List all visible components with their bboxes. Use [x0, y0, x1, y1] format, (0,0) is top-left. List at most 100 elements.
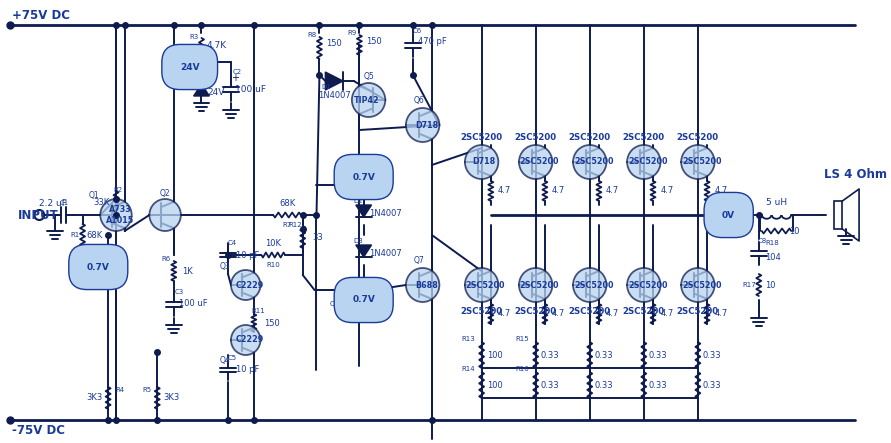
Text: C3: C3 [175, 289, 184, 295]
Circle shape [231, 325, 260, 355]
Text: R18: R18 [765, 240, 780, 246]
Polygon shape [356, 205, 372, 217]
Text: 10: 10 [789, 226, 799, 236]
Text: Q2: Q2 [159, 189, 170, 198]
Text: 2SC5200: 2SC5200 [515, 133, 557, 143]
Text: R10: R10 [266, 262, 280, 268]
Text: R6: R6 [161, 256, 170, 262]
Text: Q6: Q6 [413, 96, 424, 105]
Text: 2SC5200: 2SC5200 [461, 133, 503, 143]
Text: R15: R15 [515, 336, 528, 342]
Text: 4.7K: 4.7K [206, 40, 226, 50]
Text: 0V: 0V [722, 210, 735, 219]
Text: 2SC5200: 2SC5200 [677, 307, 719, 315]
Text: 0.33: 0.33 [702, 381, 721, 389]
Text: 5 uH: 5 uH [766, 198, 787, 206]
Text: D718: D718 [472, 158, 495, 167]
Circle shape [352, 83, 385, 117]
Text: R16: R16 [515, 366, 528, 372]
Text: D3: D3 [353, 238, 363, 244]
Text: 0.33: 0.33 [649, 350, 666, 360]
Text: 470 pF: 470 pF [418, 36, 447, 46]
Text: R14: R14 [461, 366, 475, 372]
Text: R13: R13 [461, 336, 475, 342]
Circle shape [150, 199, 181, 231]
Text: R9: R9 [347, 30, 356, 36]
Text: INPUT: INPUT [18, 209, 59, 222]
Text: C2: C2 [233, 69, 241, 75]
Text: 0.7V: 0.7V [352, 172, 375, 182]
Text: 2SC5200: 2SC5200 [568, 133, 611, 143]
Circle shape [573, 145, 607, 179]
Text: 2SC5200: 2SC5200 [466, 280, 505, 289]
Text: 2SC5200: 2SC5200 [628, 158, 667, 167]
Text: 24V: 24V [208, 88, 225, 97]
Text: 33: 33 [312, 233, 323, 241]
Text: C5: C5 [227, 355, 236, 361]
Text: 100 uF: 100 uF [179, 299, 208, 308]
Text: 100: 100 [487, 350, 503, 360]
Text: 10K: 10K [266, 238, 282, 248]
Text: 68K: 68K [279, 198, 295, 207]
Polygon shape [193, 84, 209, 96]
Text: +: + [231, 73, 239, 83]
Text: 10 pF: 10 pF [236, 250, 259, 260]
Text: R3: R3 [189, 34, 199, 40]
Text: Q1: Q1 [89, 190, 100, 199]
Circle shape [465, 268, 498, 302]
Text: 0.7V: 0.7V [352, 295, 375, 304]
Text: 10 pF: 10 pF [236, 365, 259, 374]
Text: 2SC5200: 2SC5200 [682, 158, 722, 167]
Text: C7: C7 [330, 301, 339, 307]
Text: 2SC5200: 2SC5200 [519, 280, 560, 289]
Circle shape [465, 145, 498, 179]
Text: 150: 150 [366, 36, 382, 46]
Text: R2: R2 [113, 187, 122, 193]
Text: C2229: C2229 [235, 335, 264, 345]
Text: Q7: Q7 [413, 256, 424, 264]
Text: 470 pF: 470 pF [339, 299, 368, 308]
Circle shape [101, 199, 132, 231]
Text: 2SC5200: 2SC5200 [682, 280, 722, 289]
Text: 100 uF: 100 uF [235, 85, 266, 93]
Text: 2SC5200: 2SC5200 [574, 280, 613, 289]
Text: 33K: 33K [94, 198, 110, 206]
Text: 2.2 uF: 2.2 uF [39, 198, 67, 207]
Text: 104: 104 [764, 253, 781, 263]
Text: 100: 100 [487, 381, 503, 389]
Text: C2229: C2229 [235, 280, 264, 289]
Text: 0.33: 0.33 [702, 350, 721, 360]
Text: B688: B688 [415, 280, 438, 289]
Circle shape [519, 145, 552, 179]
Text: 3K3: 3K3 [163, 393, 179, 403]
Text: R8: R8 [307, 32, 316, 38]
Text: 2SC5200: 2SC5200 [519, 158, 560, 167]
Text: 2SC5200: 2SC5200 [623, 133, 665, 143]
Text: Q4: Q4 [220, 355, 231, 365]
Text: A733
A1015: A733 A1015 [106, 205, 134, 225]
Text: 0.33: 0.33 [540, 381, 559, 389]
Text: 3K3: 3K3 [86, 393, 102, 403]
Text: R11: R11 [251, 308, 265, 314]
Text: R4: R4 [115, 387, 125, 393]
Text: 4.7: 4.7 [498, 310, 511, 319]
Circle shape [406, 268, 439, 302]
Text: 1K: 1K [182, 267, 193, 276]
Text: 1N4007: 1N4007 [369, 249, 402, 257]
Polygon shape [325, 72, 343, 90]
Text: D1: D1 [322, 84, 331, 90]
Text: TIP42: TIP42 [354, 96, 380, 105]
Text: 0.33: 0.33 [649, 381, 666, 389]
Text: 24V: 24V [180, 62, 200, 71]
Circle shape [519, 268, 552, 302]
Text: 2SC5200: 2SC5200 [623, 307, 665, 315]
Text: R7: R7 [282, 222, 291, 228]
Circle shape [627, 145, 660, 179]
Text: LS 4 Ohm: LS 4 Ohm [823, 168, 887, 182]
Text: +75V DC: +75V DC [12, 8, 69, 22]
Text: C1: C1 [60, 200, 69, 206]
Text: 0.7V: 0.7V [86, 263, 110, 272]
Text: 4.7: 4.7 [552, 187, 565, 195]
Circle shape [627, 268, 660, 302]
Polygon shape [356, 245, 372, 257]
